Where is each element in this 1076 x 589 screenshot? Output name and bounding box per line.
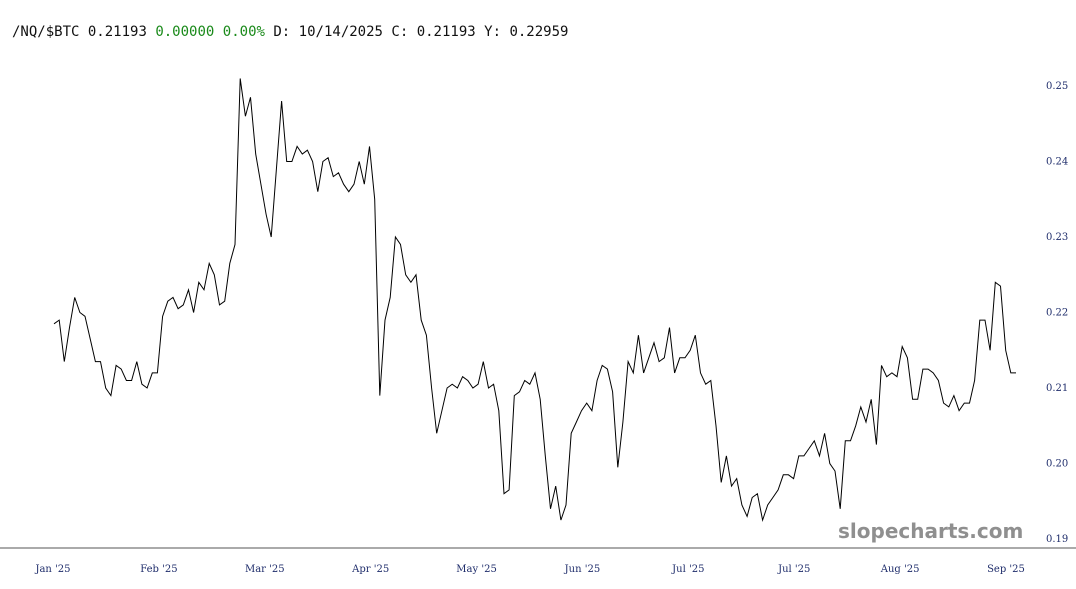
x-axis-ticks: Jan '25 Feb '25 Mar '25 Apr '25 May '25 Jun '… xyxy=(34,564,1024,575)
last-price: 0.21193 xyxy=(87,24,147,40)
x-tick-label: Jul '25 xyxy=(777,564,810,575)
close-label: C: xyxy=(391,24,409,40)
y-tick-label: 0.21 xyxy=(1046,383,1068,394)
y-tick-label: 0.25 xyxy=(1046,81,1068,92)
y-value: 0.22959 xyxy=(509,24,569,40)
price-series-line xyxy=(53,78,1016,523)
y-tick-label: 0.19 xyxy=(1046,534,1068,545)
y-tick-label: 0.22 xyxy=(1046,308,1068,319)
x-tick-label: Apr '25 xyxy=(351,564,389,575)
y-tick-label: 0.23 xyxy=(1046,232,1068,243)
ticker-header: /NQ/$BTC 0.21193 0.00000 0.00% D: 10/14/… xyxy=(12,24,568,40)
x-tick-label: Jul '25 xyxy=(671,564,704,575)
price-change-pct: 0.00% xyxy=(222,24,265,40)
price-change: 0.00000 xyxy=(155,24,215,40)
y-label: Y: xyxy=(484,24,502,40)
x-tick-label: Jun '25 xyxy=(564,564,601,575)
y-tick-label: 0.20 xyxy=(1046,459,1068,470)
x-tick-label: May '25 xyxy=(456,564,497,575)
date-label: D: xyxy=(273,24,291,40)
watermark: slopecharts.com xyxy=(838,519,1024,543)
date-value: 10/14/2025 xyxy=(298,24,383,40)
x-tick-label: Mar '25 xyxy=(245,564,285,575)
y-tick-label: 0.24 xyxy=(1046,157,1068,168)
x-tick-label: Feb '25 xyxy=(140,564,177,575)
x-tick-label: Aug '25 xyxy=(880,564,920,575)
x-tick-label: Jan '25 xyxy=(34,564,70,575)
x-tick-label: Sep '25 xyxy=(987,564,1025,575)
close-value: 0.21193 xyxy=(416,24,476,40)
y-axis-ticks: 0.25 0.24 0.23 0.22 0.21 0.20 0.19 xyxy=(1046,81,1068,545)
symbol: /NQ/$BTC xyxy=(12,24,80,40)
